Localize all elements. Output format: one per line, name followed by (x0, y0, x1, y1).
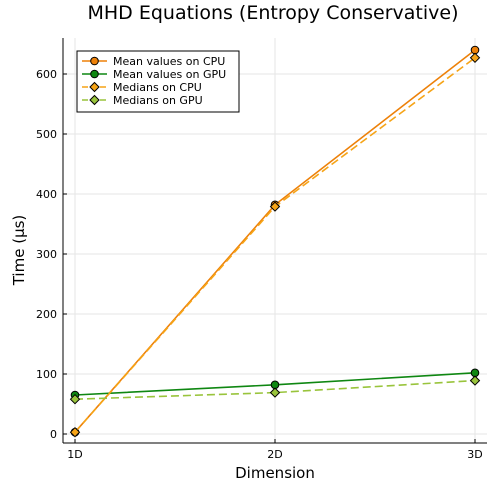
data-point (469, 52, 481, 64)
y-tick-label: 500 (36, 128, 57, 141)
legend-label: Mean values on CPU (113, 55, 225, 68)
legend-marker (90, 56, 99, 66)
legend-entry: Mean values on GPU (82, 68, 226, 81)
data-point (69, 393, 81, 405)
legend-marker (90, 69, 99, 79)
y-tick-label: 0 (50, 428, 57, 441)
chart-title: MHD Equations (Entropy Conservative) (87, 2, 458, 24)
y-tick-label: 100 (36, 368, 57, 381)
x-tick-label: 3D (467, 448, 482, 461)
series-layer (69, 45, 481, 438)
legend-label: Medians on GPU (113, 94, 203, 107)
legend-entry: Medians on CPU (82, 81, 202, 94)
legend-entry: Mean values on CPU (82, 55, 225, 68)
legend-marker (89, 94, 100, 106)
series-3 (69, 52, 481, 438)
data-point (269, 387, 281, 398)
y-tick-label: 600 (36, 68, 57, 81)
y-tick-label: 200 (36, 308, 57, 321)
legend-marker (89, 81, 100, 93)
x-tick-label: 1D (67, 448, 82, 461)
legend-entry: Medians on GPU (82, 94, 203, 107)
x-tick-label: 2D (267, 448, 282, 461)
x-axis-label: Dimension (235, 464, 315, 482)
series-4 (69, 375, 481, 405)
y-axis-label: Time (μs) (10, 215, 28, 287)
y-tick-label: 300 (36, 248, 57, 261)
series-line (74, 379, 476, 400)
data-point (69, 426, 81, 438)
axes: 0 100 200 300 400 500 600 1D 2D 3D (36, 38, 487, 461)
legend-label: Mean values on GPU (113, 68, 226, 81)
data-point (269, 201, 281, 212)
y-tick-label: 400 (36, 188, 57, 201)
data-point (469, 375, 481, 386)
legend-label: Medians on CPU (113, 81, 202, 94)
